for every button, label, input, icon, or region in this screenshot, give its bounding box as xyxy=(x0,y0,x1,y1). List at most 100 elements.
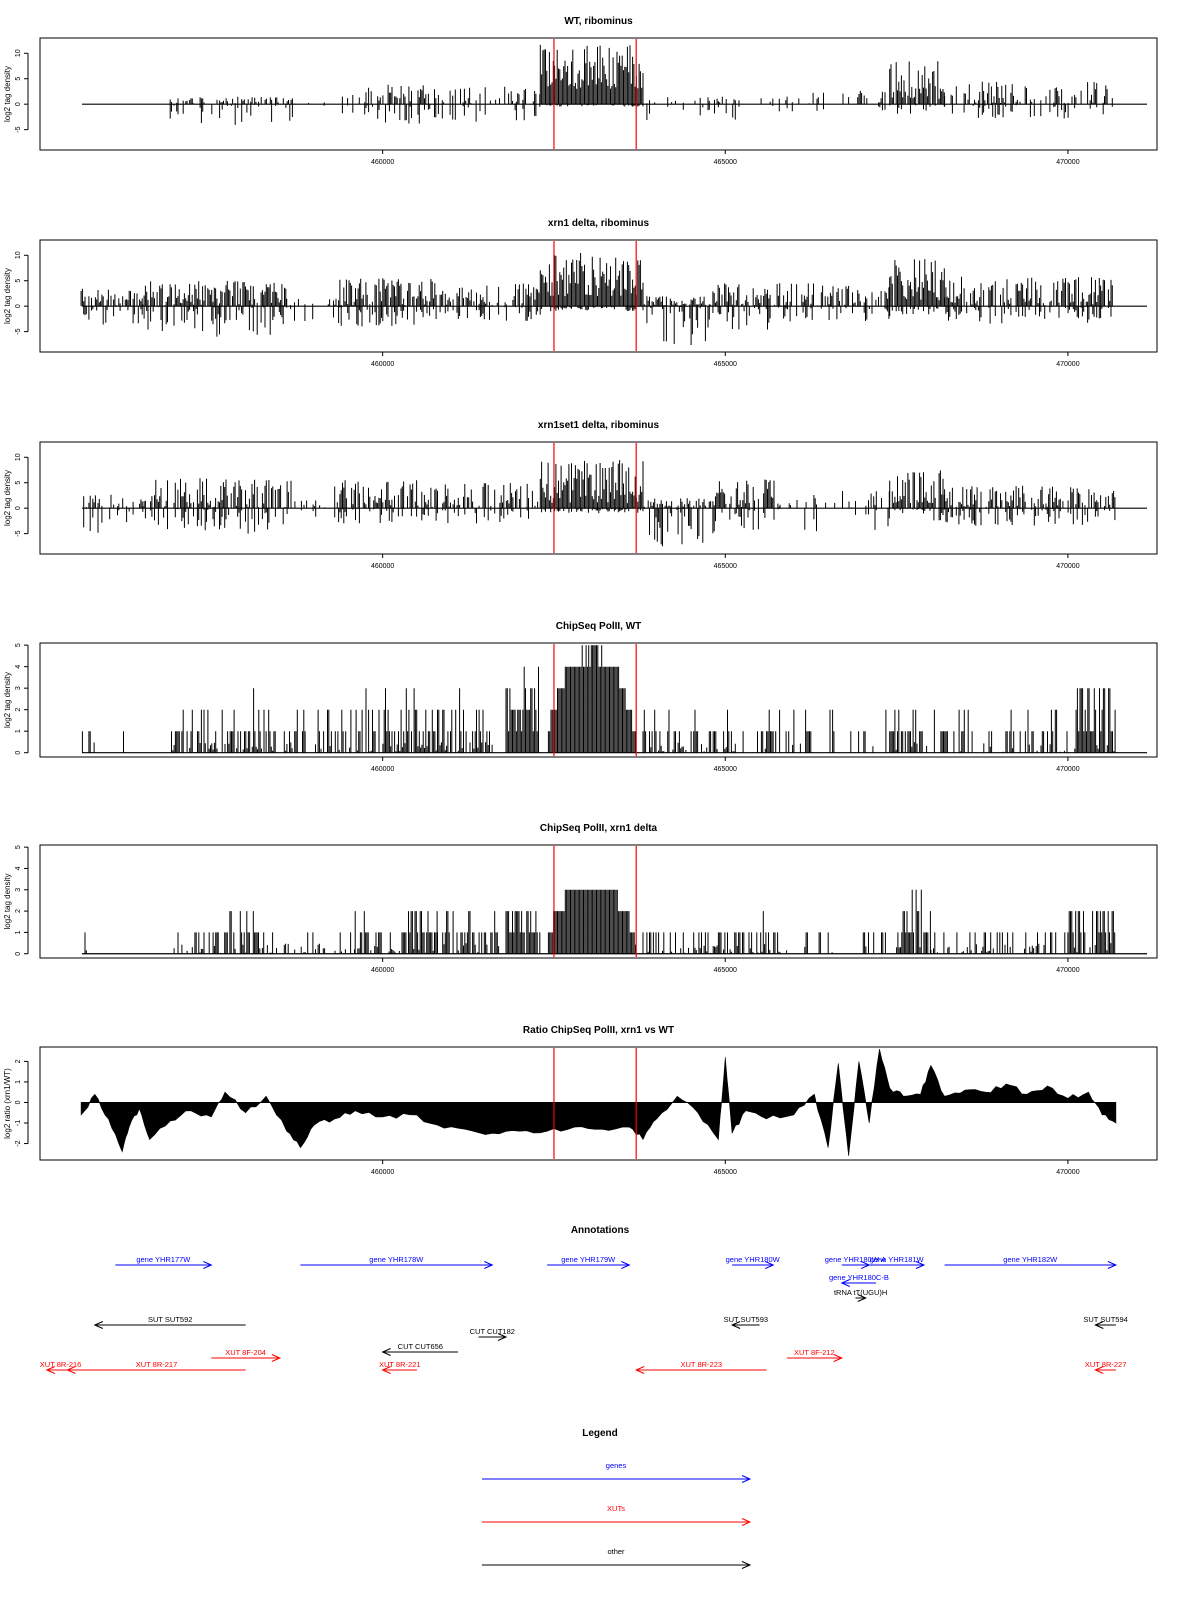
feature-label: gene YHR177W xyxy=(136,1255,191,1264)
feature-sut-sut594: SUT SUT594 xyxy=(1083,1315,1128,1329)
feature-cut-cut182: CUT CUT182 xyxy=(470,1327,515,1341)
y-tick-label: 0 xyxy=(15,952,22,956)
feature-arrowhead xyxy=(634,1366,645,1374)
x-tick-label: 470000 xyxy=(1056,766,1079,773)
y-axis-label: log2 tag density xyxy=(3,672,12,728)
feature-label: gene YHR180C-B xyxy=(829,1273,889,1282)
y-tick-label: 5 xyxy=(15,77,22,81)
feature-xut-8r-221: XUT 8R-221 xyxy=(379,1360,421,1374)
y-tick-label: 5 xyxy=(15,643,22,647)
feature-label: XUT 8F-212 xyxy=(794,1348,835,1357)
x-axis: 460000 465000 470000 xyxy=(371,150,1080,166)
data-marks xyxy=(81,645,1147,754)
data-marks xyxy=(80,1049,1117,1156)
y-axis-label: log2 tag density xyxy=(3,873,12,929)
feature-xut-8r-217: XUT 8R-217 xyxy=(66,1360,246,1374)
plot-frame xyxy=(39,642,1158,758)
x-tick-label: 460000 xyxy=(371,563,394,570)
y-tick-label: 0 xyxy=(15,506,22,510)
plot-frame xyxy=(39,441,1158,555)
feature-arrowhead xyxy=(45,1366,56,1374)
feature-label: gene YHR179W xyxy=(561,1255,616,1264)
y-tick-label: 5 xyxy=(15,481,22,485)
x-axis: 460000 465000 470000 xyxy=(371,554,1080,570)
x-tick-label: 470000 xyxy=(1056,1169,1079,1176)
y-axis-label: log2 tag density xyxy=(3,268,12,324)
x-axis: 460000 465000 470000 xyxy=(371,958,1080,974)
y-axis: -5 0 5 10 xyxy=(15,453,29,537)
y-tick-label: 4 xyxy=(15,665,22,669)
feature-label: XUT 8R-227 xyxy=(1085,1360,1127,1369)
feature-gene-yhr178w: gene YHR178W xyxy=(300,1255,494,1269)
legend-item-other: other xyxy=(482,1547,752,1569)
data-marks xyxy=(80,253,1147,345)
feature-xut-8r-223: XUT 8R-223 xyxy=(634,1360,767,1374)
x-tick-label: 470000 xyxy=(1056,361,1079,368)
y-tick-label: 0 xyxy=(15,751,22,755)
y-tick-label: -2 xyxy=(15,1140,22,1146)
panel-3: xrn1set1 delta, ribominus log2 tag densit… xyxy=(3,420,1158,570)
data-marks xyxy=(82,889,1147,955)
feature-gene-yhr180w: gene YHR180W xyxy=(726,1255,781,1269)
feature-arrowhead xyxy=(271,1354,282,1362)
feature-arrowhead xyxy=(857,1294,868,1302)
y-tick-label: 2 xyxy=(15,909,22,913)
x-tick-label: 470000 xyxy=(1056,967,1079,974)
feature-sut-sut592: SUT SUT592 xyxy=(93,1315,246,1329)
feature-label: gene YHR180W xyxy=(726,1255,781,1264)
feature-arrowhead xyxy=(497,1333,508,1341)
y-tick-label: 1 xyxy=(15,930,22,934)
feature-label: SUT SUT594 xyxy=(1083,1315,1127,1324)
feature-arrowhead xyxy=(381,1366,391,1374)
y-axis: 0 1 2 3 4 5 xyxy=(15,845,29,956)
x-tick-label: 470000 xyxy=(1056,563,1079,570)
data-marks xyxy=(82,460,1147,547)
y-axis-label: log2 tag density xyxy=(3,66,12,122)
y-tick-label: 4 xyxy=(15,866,22,870)
y-tick-label: -1 xyxy=(15,1120,22,1126)
panel-title: ChipSeq PolII, xrn1 delta xyxy=(540,823,658,834)
panel-1: WT, ribominus log2 tag density-5 0 5 10 46000… xyxy=(3,16,1158,166)
legend-label: XUTs xyxy=(607,1504,625,1513)
plot-frame xyxy=(39,239,1158,353)
feature-label: SUT SUT593 xyxy=(724,1315,768,1324)
y-axis: 0 1 2 3 4 5 xyxy=(15,643,29,755)
y-tick-label: 3 xyxy=(15,686,22,690)
feature-label: tRNA tT(UGU)H xyxy=(834,1288,887,1297)
x-tick-label: 460000 xyxy=(371,1169,394,1176)
feature-label: XUT 8R-223 xyxy=(681,1360,723,1369)
feature-trna-tt-ugu-h: tRNA tT(UGU)H xyxy=(834,1288,887,1302)
feature-arrowhead xyxy=(840,1279,850,1287)
y-tick-label: 1 xyxy=(15,1080,22,1084)
feature-label: XUT 8R-216 xyxy=(40,1360,82,1369)
panel-title: Ratio ChipSeq PolII, xrn1 vs WT xyxy=(523,1025,674,1036)
feature-cut-cut656: CUT CUT656 xyxy=(381,1342,459,1356)
feature-label: XUT 8F-204 xyxy=(225,1348,266,1357)
feature-arrowhead xyxy=(621,1261,631,1269)
x-tick-label: 460000 xyxy=(371,967,394,974)
feature-label: XUT 8R-217 xyxy=(136,1360,178,1369)
y-tick-label: 0 xyxy=(15,304,22,308)
y-tick-label: 5 xyxy=(15,845,22,849)
feature-arrowhead xyxy=(915,1261,926,1269)
feature-gene-yhr180c-b: gene YHR180C-B xyxy=(829,1273,889,1287)
data-marks xyxy=(82,44,1147,125)
legend: Legend genes XUTs other xyxy=(482,1428,752,1569)
x-axis: 460000 465000 470000 xyxy=(371,757,1080,773)
y-tick-label: 10 xyxy=(15,251,22,259)
x-tick-label: 470000 xyxy=(1056,159,1079,166)
signal-bars xyxy=(80,253,1113,345)
x-tick-label: 465000 xyxy=(714,967,737,974)
signal-bars xyxy=(84,889,1116,954)
panel-title: WT, ribominus xyxy=(564,16,633,27)
y-axis-label: log2 ratio (xrn1/WT) xyxy=(3,1068,12,1139)
x-tick-label: 460000 xyxy=(371,159,394,166)
feature-arrowhead xyxy=(484,1261,494,1269)
feature-label: CUT CUT656 xyxy=(398,1342,443,1351)
annotations-track: Annotations gene YHR177W gene YHR178W gene … xyxy=(40,1225,1128,1374)
feature-label: gene YHR181W xyxy=(870,1255,925,1264)
feature-gene-yhr182w: gene YHR182W xyxy=(944,1255,1118,1269)
x-tick-label: 465000 xyxy=(714,159,737,166)
feature-arrowhead xyxy=(1094,1321,1104,1329)
y-axis-label: log2 tag density xyxy=(3,470,12,526)
